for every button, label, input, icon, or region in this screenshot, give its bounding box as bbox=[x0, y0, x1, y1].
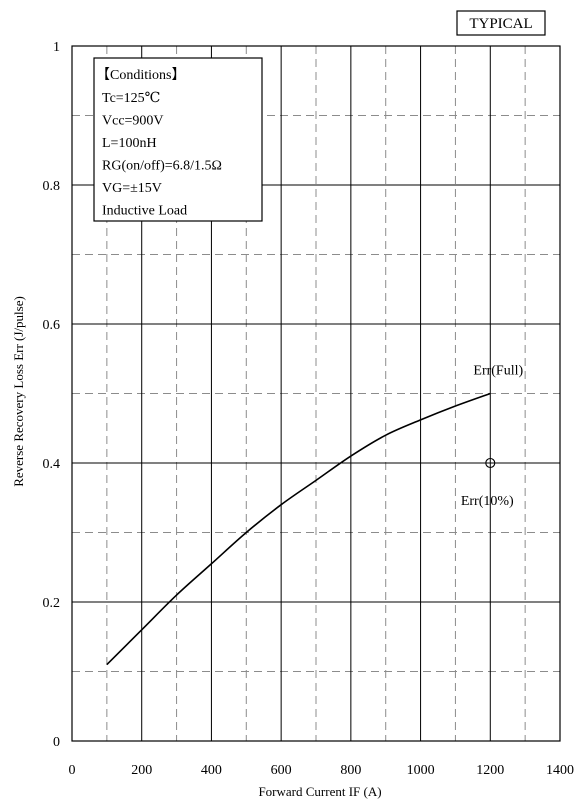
y-tick-label: 0.8 bbox=[43, 179, 61, 194]
typical-badge-box bbox=[456, 10, 546, 36]
series-err-full-label: Err(Full) bbox=[473, 364, 523, 379]
y-axis-title: Reverse Recovery Loss Err (J/pulse) bbox=[11, 296, 26, 487]
x-tick-label: 1000 bbox=[407, 763, 435, 778]
condition-line: Tc=125℃ bbox=[102, 91, 160, 106]
tick-labels: 0 200 400 600 800 1000 1200 1400 0 0.2 0.4 0.6 0.8 1 bbox=[43, 40, 575, 778]
plot-frame bbox=[71, 45, 561, 742]
y-tick-label: 0 bbox=[53, 735, 60, 750]
x-axis-title: Forward Current IF (A) bbox=[258, 784, 381, 799]
condition-line: L=100nH bbox=[102, 136, 157, 151]
typical-badge: TYPICAL bbox=[456, 10, 546, 36]
condition-line: Vcc=900V bbox=[102, 114, 164, 129]
conditions-box-frame bbox=[93, 57, 263, 222]
x-tick-label: 1400 bbox=[546, 763, 574, 778]
series-err-10pct-label: Err(10%) bbox=[461, 494, 514, 509]
conditions-heading: 【Conditions】 bbox=[96, 67, 185, 83]
y-tick-label: 0.4 bbox=[43, 457, 61, 472]
series-layer: Err(Full) Err(10%) bbox=[106, 364, 524, 666]
condition-line: VG=±15V bbox=[102, 181, 162, 196]
y-tick-label: 0.6 bbox=[43, 318, 61, 333]
x-tick-label: 600 bbox=[271, 763, 292, 778]
conditions-box: 【Conditions】 Tc=125℃ Vcc=900V L=100nH RG… bbox=[93, 57, 263, 222]
y-tick-label: 0.2 bbox=[43, 596, 61, 611]
series-err-full-line bbox=[106, 392, 491, 666]
x-tick-label: 0 bbox=[69, 763, 76, 778]
condition-line: Inductive Load bbox=[102, 204, 187, 219]
condition-line: RG(on/off)=6.8/1.5Ω bbox=[102, 159, 222, 174]
y-tick-label: 1 bbox=[53, 40, 60, 55]
x-tick-label: 400 bbox=[201, 763, 222, 778]
x-tick-label: 800 bbox=[340, 763, 361, 778]
x-tick-label: 1200 bbox=[476, 763, 504, 778]
x-tick-label: 200 bbox=[131, 763, 152, 778]
typical-badge-label: TYPICAL bbox=[469, 16, 532, 32]
